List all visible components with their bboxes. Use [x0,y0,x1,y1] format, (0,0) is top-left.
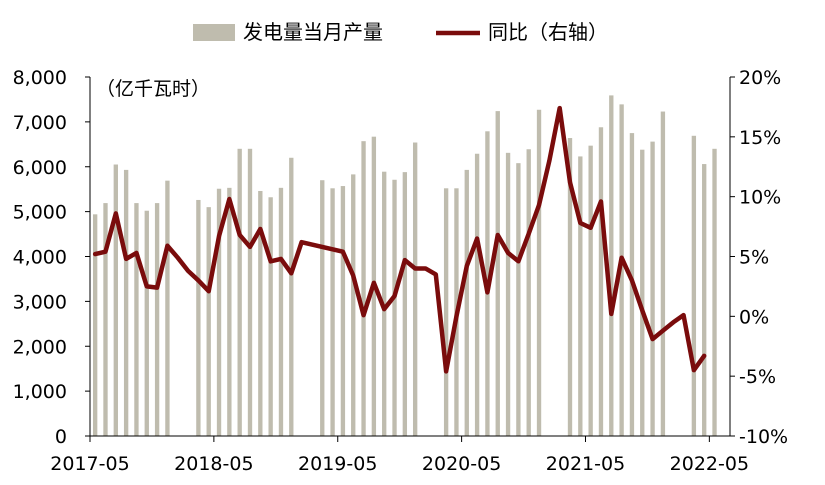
production-bar [702,164,707,436]
left-tick-label: 1,000 [13,381,67,403]
left-tick-label: 8,000 [13,67,67,89]
production-bar [237,148,242,437]
right-tick-label: 20% [739,67,781,89]
production-bar [113,164,118,436]
production-bar [402,172,408,436]
right-tick-label: 5% [739,247,769,269]
right-tick-label: 15% [739,127,781,149]
production-bar [278,187,284,436]
production-bar [691,135,697,437]
production-bars [92,95,717,437]
production-bar [598,127,604,436]
right-tick-label: -5% [739,366,776,388]
left-tick-label: 0 [55,426,67,448]
production-bar [474,153,480,437]
production-bar [320,180,325,436]
production-bar [289,157,294,436]
left-tick-label: 6,000 [13,157,67,179]
production-bar [92,214,98,436]
production-bar [412,142,418,436]
production-bar [351,174,356,436]
production-bar [216,188,222,436]
production-bar [392,179,397,436]
production-bar [505,152,511,436]
production-bar [567,138,573,436]
legend: 发电量当月产量 同比（右轴） [193,20,608,44]
x-tick-label: 2018-05 [174,453,253,475]
production-bar [609,95,614,437]
production-bar [247,148,253,437]
production-bar [206,207,211,436]
production-bar [640,149,645,436]
right-tick-label: -10% [739,426,788,448]
production-bar [660,111,666,437]
yoy-line-layer [92,105,707,374]
legend-line-label: 同比（右轴） [488,20,608,44]
production-bar [650,141,655,436]
left-tick-label: 7,000 [13,112,67,134]
production-bar [536,109,542,436]
right-tick-label: 10% [739,187,781,209]
production-bar [144,210,149,436]
unit-label: （亿千瓦时） [96,78,210,100]
right-axis-ticks: -10% -5% 0% 5% 10% 15% 20% [730,67,788,448]
production-bar [495,111,500,437]
production-bar [588,145,593,436]
right-tick-label: 0% [739,306,769,328]
production-bar [134,203,139,436]
production-bar [443,188,449,436]
production-bar [361,141,366,437]
yoy-series-line [92,105,707,374]
production-bar [154,203,160,436]
production-bar [578,156,583,436]
left-tick-label: 4,000 [13,247,67,269]
production-bar [103,203,108,436]
production-bar [516,163,521,436]
legend-bar-label: 发电量当月产量 [243,20,383,44]
production-bar [619,104,624,437]
x-tick-label: 2021-05 [546,453,625,475]
x-tick-label: 2019-05 [298,453,377,475]
left-axis-ticks: 0 1,000 2,000 3,000 4,000 5,000 6,000 7,000 8,00… [13,67,90,448]
production-bar [712,148,717,437]
production-bar [196,199,201,436]
left-tick-label: 2,000 [13,336,67,358]
production-bar [464,169,469,436]
production-bar [123,169,129,436]
production-bar [268,197,273,436]
x-tick-label: 2022-05 [670,453,749,475]
production-bar [227,187,232,436]
production-bar [330,188,335,436]
x-tick-label: 2020-05 [422,453,501,475]
left-tick-label: 5,000 [13,202,67,224]
x-axis-ticks: 2017-05 2018-05 2019-05 2020-05 2021-05 2022-… [50,436,749,475]
x-tick-label: 2017-05 [50,453,129,475]
production-bar [165,180,170,436]
legend-bar-swatch [193,24,235,41]
left-tick-label: 3,000 [13,291,67,313]
production-bar [340,186,346,436]
production-bar [526,149,531,436]
production-bar [258,190,263,436]
